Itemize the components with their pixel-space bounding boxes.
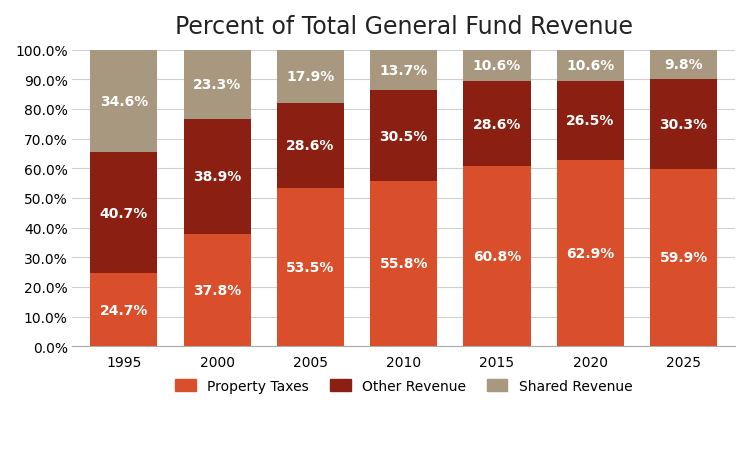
Bar: [90, 51, 158, 153]
Bar: [184, 235, 250, 346]
Text: 10.6%: 10.6%: [566, 59, 614, 73]
Bar: [464, 82, 531, 166]
Bar: [90, 273, 158, 346]
Text: 59.9%: 59.9%: [659, 251, 708, 265]
Bar: [370, 51, 437, 91]
Bar: [277, 188, 344, 346]
Text: 28.6%: 28.6%: [286, 139, 334, 153]
Text: 26.5%: 26.5%: [566, 114, 614, 128]
Text: 30.3%: 30.3%: [659, 117, 708, 131]
Bar: [370, 91, 437, 181]
Bar: [464, 166, 531, 346]
Bar: [277, 104, 344, 188]
Text: 34.6%: 34.6%: [100, 95, 148, 109]
Text: 53.5%: 53.5%: [286, 260, 334, 274]
Text: 60.8%: 60.8%: [473, 249, 521, 263]
Text: 38.9%: 38.9%: [193, 170, 242, 184]
Bar: [184, 51, 250, 120]
Bar: [556, 161, 624, 346]
Bar: [650, 169, 717, 346]
Bar: [650, 51, 717, 79]
Text: 30.5%: 30.5%: [380, 129, 427, 143]
Text: 24.7%: 24.7%: [100, 303, 148, 317]
Text: 28.6%: 28.6%: [472, 117, 521, 131]
Bar: [277, 51, 344, 104]
Bar: [556, 82, 624, 161]
Bar: [370, 181, 437, 346]
Text: 9.8%: 9.8%: [664, 58, 703, 72]
Bar: [184, 120, 250, 235]
Title: Percent of Total General Fund Revenue: Percent of Total General Fund Revenue: [175, 15, 633, 39]
Text: 37.8%: 37.8%: [193, 284, 242, 298]
Legend: Property Taxes, Other Revenue, Shared Revenue: Property Taxes, Other Revenue, Shared Re…: [170, 373, 638, 399]
Text: 13.7%: 13.7%: [380, 64, 427, 78]
Text: 23.3%: 23.3%: [193, 78, 242, 92]
Text: 10.6%: 10.6%: [473, 59, 521, 73]
Bar: [650, 79, 717, 169]
Bar: [464, 51, 531, 82]
Bar: [90, 153, 158, 273]
Bar: [556, 51, 624, 82]
Text: 62.9%: 62.9%: [566, 246, 614, 260]
Text: 40.7%: 40.7%: [100, 206, 148, 220]
Text: 17.9%: 17.9%: [286, 70, 334, 84]
Text: 55.8%: 55.8%: [380, 257, 428, 271]
